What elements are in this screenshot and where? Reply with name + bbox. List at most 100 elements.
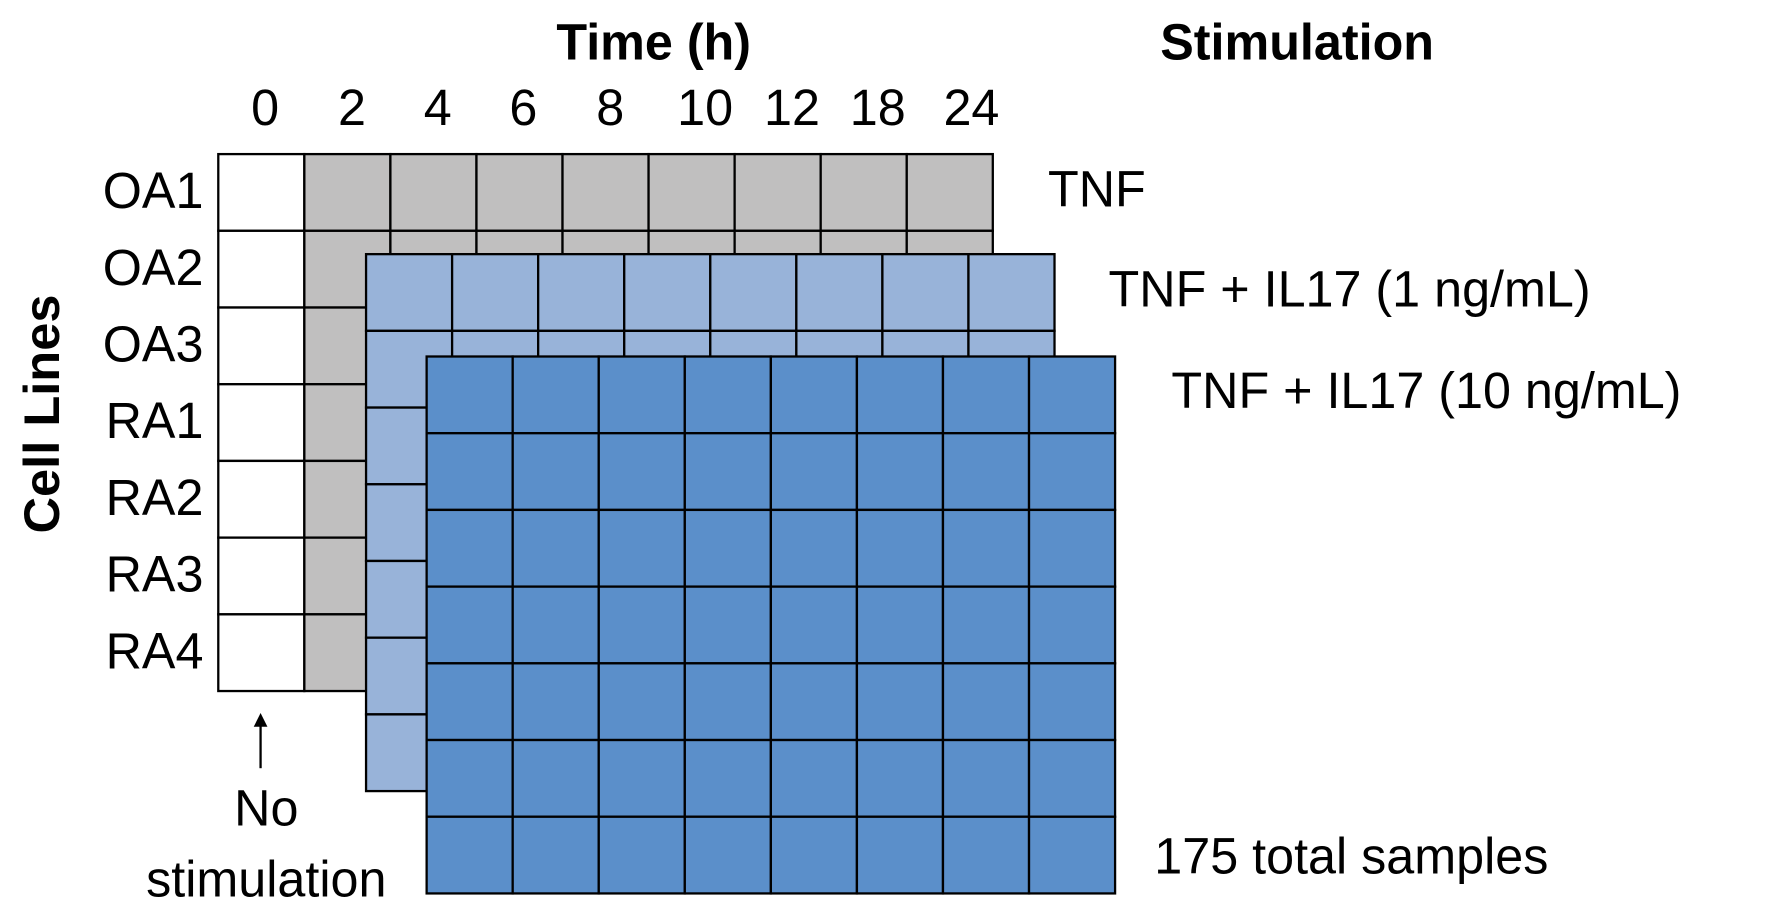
cell (733, 152, 822, 232)
cell (425, 815, 514, 895)
time-title: Time (h) (556, 13, 751, 70)
time-label: 12 (764, 79, 820, 136)
cell (537, 252, 626, 333)
time-label: 24 (943, 79, 999, 136)
cell (425, 355, 514, 435)
cell (855, 815, 945, 895)
cell (819, 152, 908, 232)
cell (217, 459, 306, 539)
cell (683, 508, 773, 588)
cell (511, 355, 600, 435)
cell (425, 585, 514, 665)
cell (769, 585, 859, 665)
cell (1027, 508, 1117, 588)
cell (511, 815, 600, 895)
cell-line-label: RA4 (106, 622, 204, 679)
cell (1027, 432, 1117, 512)
cell (683, 815, 773, 895)
cell (597, 508, 686, 588)
cell-line-label: RA2 (106, 469, 204, 526)
time-label: 10 (677, 79, 733, 136)
cell (769, 738, 859, 818)
cell (941, 815, 1031, 895)
annotation-line: stimulation (146, 850, 386, 907)
cell (217, 536, 306, 616)
time-label: 18 (850, 79, 906, 136)
cell (597, 355, 686, 435)
cell (855, 585, 945, 665)
time-label: 0 (251, 79, 279, 136)
stimulation-label: TNF + IL17 (10 ng/mL) (1171, 362, 1681, 419)
cell (217, 306, 306, 386)
cell (881, 252, 970, 333)
cell (941, 738, 1031, 818)
cell (1027, 585, 1117, 665)
cell (941, 662, 1031, 742)
cell (425, 738, 514, 818)
cell (855, 355, 945, 435)
time-label: 8 (596, 79, 624, 136)
y-title: Cell Lines (13, 295, 70, 534)
cell (511, 585, 600, 665)
cell (941, 508, 1031, 588)
cell (769, 815, 859, 895)
cell (709, 252, 798, 333)
cell (303, 152, 392, 232)
cell (683, 585, 773, 665)
cell (597, 585, 686, 665)
cell (217, 152, 306, 232)
cell (941, 585, 1031, 665)
cell (769, 355, 859, 435)
stimulation-label: TNF (1048, 160, 1146, 217)
cell (1027, 815, 1117, 895)
cell (855, 508, 945, 588)
cell (855, 662, 945, 742)
cell-line-label: OA1 (103, 162, 204, 219)
cell (941, 355, 1031, 435)
cell (425, 662, 514, 742)
cell (389, 152, 478, 232)
cell (683, 738, 773, 818)
cell (967, 252, 1056, 333)
cell (683, 432, 773, 512)
cell (597, 738, 686, 818)
cell (511, 662, 600, 742)
cell (795, 252, 884, 333)
cell (425, 508, 514, 588)
cell (905, 152, 994, 232)
cell (217, 383, 306, 463)
cell (855, 432, 945, 512)
cell (425, 432, 514, 512)
cell (511, 508, 600, 588)
cell (1027, 662, 1117, 742)
cell (597, 432, 686, 512)
cell (855, 738, 945, 818)
cell (511, 432, 600, 512)
arrow-head (253, 713, 268, 727)
time-label: 6 (509, 79, 537, 136)
cell (769, 432, 859, 512)
cell (683, 355, 773, 435)
cell (217, 229, 306, 309)
cell (769, 662, 859, 742)
cell (1027, 738, 1117, 818)
cell (597, 815, 686, 895)
cell-line-label: RA1 (106, 392, 204, 449)
cell (561, 152, 650, 232)
cell-line-label: OA3 (103, 315, 204, 372)
cell (941, 432, 1031, 512)
total-label: 175 total samples (1154, 827, 1548, 884)
cell (364, 252, 454, 333)
stimulation-label: TNF + IL17 (1 ng/mL) (1109, 260, 1591, 317)
cell (450, 252, 540, 333)
time-label: 2 (338, 79, 366, 136)
layer (425, 355, 1117, 895)
time-label: 4 (424, 79, 452, 136)
cell (217, 613, 306, 693)
cell-line-label: RA3 (106, 546, 204, 603)
cell (1027, 355, 1117, 435)
cell (623, 252, 712, 333)
cell-line-label: OA2 (103, 239, 204, 296)
